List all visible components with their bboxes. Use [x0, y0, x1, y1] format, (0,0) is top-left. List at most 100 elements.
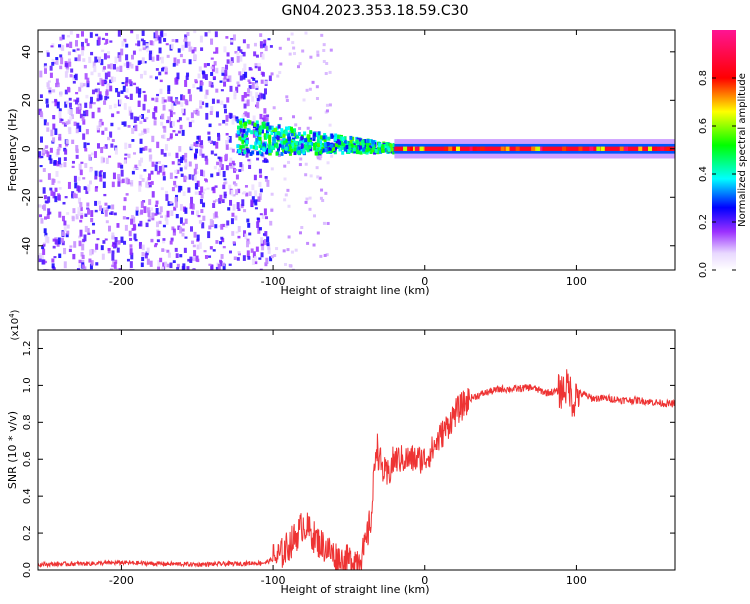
heatmap-cell: [314, 142, 318, 147]
heatmap-cell: [138, 185, 142, 192]
heatmap-cell: [215, 141, 219, 149]
heatmap-cell: [54, 99, 58, 107]
heatmap-cell: [39, 179, 43, 183]
heatmap-cell: [289, 126, 293, 131]
heatmap-cell: [288, 126, 292, 131]
heatmap-cell: [500, 146, 505, 151]
heatmap-cell: [219, 80, 223, 83]
heatmap-cell: [137, 93, 141, 98]
heatmap-cell: [236, 130, 240, 135]
heatmap-cell: [316, 143, 320, 148]
heatmap-cell: [297, 146, 301, 151]
heatmap-cell: [106, 85, 110, 90]
heatmap-cell: [216, 161, 220, 166]
heatmap-cell: [97, 36, 101, 40]
heatmap-cell: [232, 163, 236, 166]
heatmap-cell: [234, 51, 238, 54]
heatmap-cell: [81, 116, 85, 121]
heatmap-cell: [276, 131, 280, 136]
y-tick-label: 0: [20, 145, 33, 152]
heatmap-cell: [260, 93, 264, 99]
heatmap-cell: [84, 102, 88, 108]
heatmap-cell: [114, 259, 118, 264]
heatmap-cell: [202, 215, 206, 221]
heatmap-cell: [193, 54, 197, 61]
heatmap-cell: [241, 139, 245, 144]
heatmap-cell: [220, 223, 224, 230]
heatmap-cell: [108, 105, 112, 110]
heatmap-cell: [284, 262, 288, 266]
heatmap-cell: [225, 64, 229, 70]
heatmap-cell: [156, 35, 160, 41]
heatmap-cell: [217, 156, 221, 160]
heatmap-cell: [354, 145, 358, 150]
heatmap-cell: [244, 111, 248, 117]
heatmap-cell: [123, 38, 127, 43]
heatmap-cell: [282, 140, 286, 145]
heatmap-cell: [173, 206, 177, 211]
heatmap-cell: [82, 238, 86, 243]
heatmap-cell: [162, 171, 166, 176]
heatmap-cell: [600, 146, 605, 151]
heatmap-cell: [215, 199, 219, 202]
heatmap-cell: [172, 130, 176, 133]
heatmap-cell: [169, 96, 173, 102]
heatmap-cell: [56, 101, 60, 109]
heatmap-cell: [325, 253, 329, 257]
heatmap-cell: [103, 42, 107, 45]
heatmap-cell: [219, 194, 223, 202]
heatmap-cell: [50, 45, 54, 48]
heatmap-cell: [228, 75, 232, 83]
heatmap-cell: [263, 239, 267, 246]
heatmap-cell: [72, 49, 76, 52]
heatmap-cell: [132, 216, 136, 223]
heatmap-cell: [325, 103, 329, 107]
heatmap-cell: [243, 191, 247, 194]
heatmap-cell: [229, 85, 233, 92]
heatmap-cell: [84, 38, 88, 44]
heatmap-cell: [121, 40, 125, 47]
heatmap-cell: [254, 256, 258, 262]
heatmap-cell: [117, 240, 121, 245]
heatmap-cell: [184, 79, 188, 87]
heatmap-cell: [165, 194, 169, 201]
heatmap-cell: [104, 238, 108, 241]
heatmap-cell: [170, 103, 174, 111]
heatmap-cell: [312, 243, 316, 247]
heatmap-cell: [266, 242, 270, 247]
heatmap-cell: [343, 147, 347, 152]
heatmap-cell: [187, 41, 191, 47]
heatmap-cell: [141, 30, 145, 36]
heatmap-cell: [198, 190, 202, 196]
heatmap-cell: [143, 206, 147, 214]
heatmap-cell: [176, 119, 180, 123]
heatmap-cell: [47, 173, 51, 180]
heatmap-cell: [118, 268, 122, 270]
heatmap-cell: [181, 155, 185, 161]
heatmap-cell: [69, 116, 73, 121]
heatmap-cell: [141, 251, 145, 257]
heatmap-cell: [107, 83, 111, 86]
heatmap-cell: [231, 166, 235, 169]
colorbar-tick-label: 0.2: [698, 214, 709, 230]
heatmap-cell: [154, 242, 158, 246]
heatmap-cell: [265, 216, 269, 220]
heatmap-cell: [233, 94, 237, 100]
heatmap-cell: [190, 196, 194, 204]
heatmap-cell: [321, 199, 325, 203]
heatmap-cell: [51, 58, 55, 63]
heatmap-cell: [177, 225, 181, 230]
heatmap-cell: [231, 160, 235, 164]
heatmap-cell: [149, 40, 153, 46]
heatmap-cell: [148, 181, 152, 185]
heatmap-cell: [319, 254, 323, 258]
heatmap-cell: [213, 51, 217, 54]
heatmap-cell: [328, 146, 332, 151]
heatmap-cell: [239, 55, 243, 62]
colorbar-tick-label: 0.0: [698, 262, 709, 278]
heatmap-cell: [172, 228, 176, 236]
heatmap-cell: [222, 262, 226, 267]
heatmap-cell: [190, 144, 194, 149]
heatmap-cell: [181, 44, 185, 51]
heatmap-cell: [229, 199, 233, 206]
